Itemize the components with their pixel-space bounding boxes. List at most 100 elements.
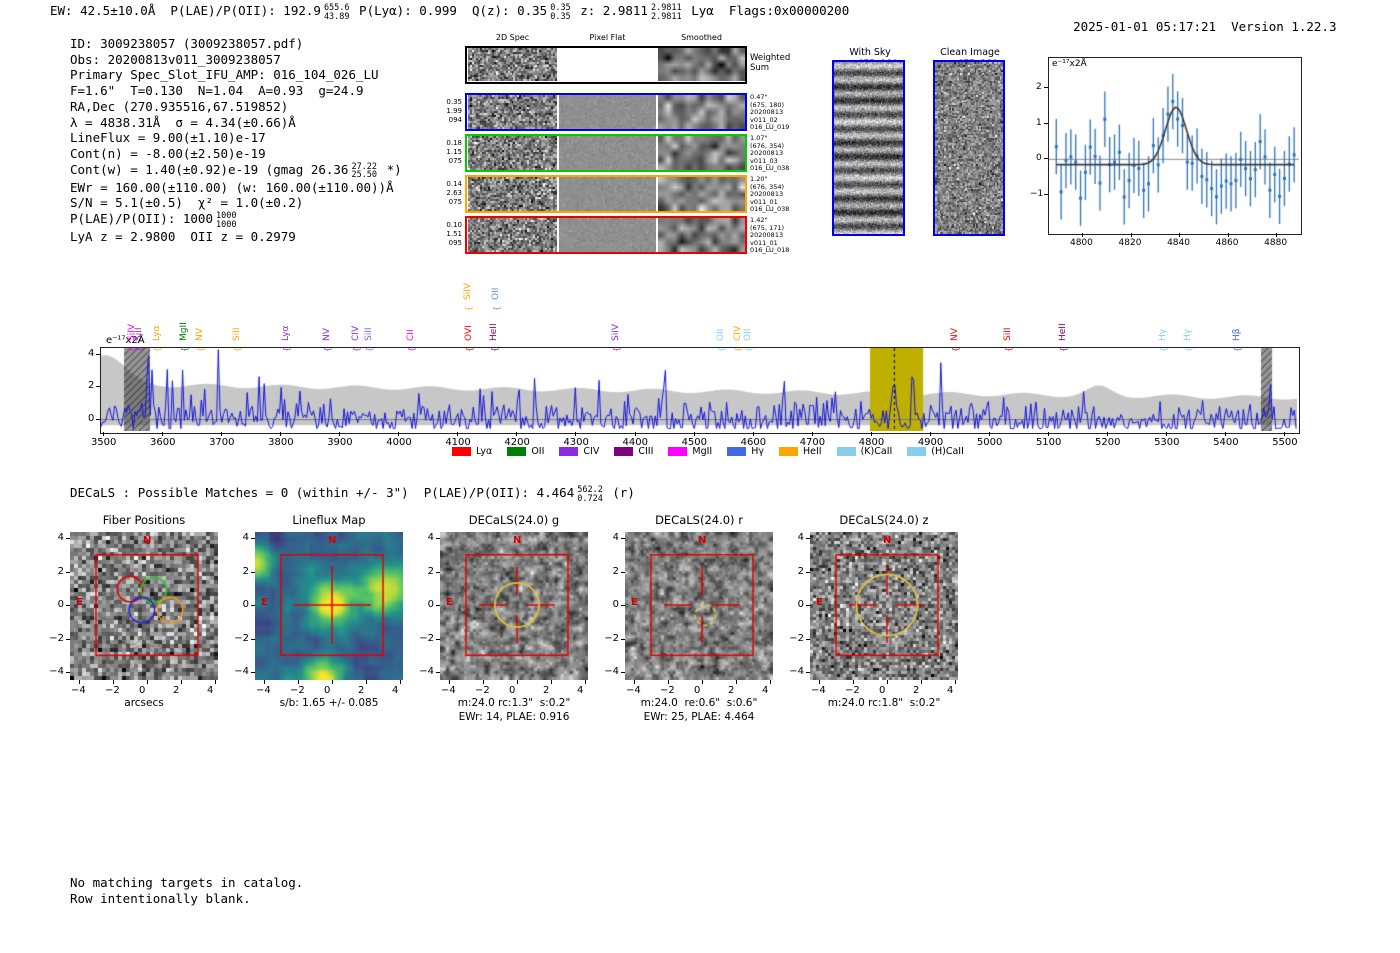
legend-item: (K)CaII [836,446,892,457]
y-tick-mark [251,571,255,573]
y-tick-label: 2 [88,380,95,392]
footer-notes: No matching targets in catalog. Row inten… [70,875,303,906]
footer-line-0: No matching targets in catalog. [70,875,304,890]
info-line-9: EWr = 160.00(±110.00) (w: 160.00(±110.00… [70,180,402,196]
cutout-title: DECaLS(24.0) g [468,513,560,527]
smoothed-image [658,177,745,211]
x-tick-label: 5100 [1035,437,1062,448]
x-tick-label: 4 [392,685,399,696]
text-segment: P(LAE)/P(OII): 1000 [70,211,213,227]
y-tick-mark [251,538,255,539]
cutout-image-0 [70,532,218,680]
info-line-5: λ = 4838.31Å σ = 4.34(±0.66)Å [70,115,402,131]
x-tick-label: 4100 [445,437,471,448]
line-label-Lyα: Lyα [281,325,292,341]
x-tick-label: 4 [207,685,214,696]
text-segment: P(LAE)/P(OII): 192.9 [170,3,321,18]
x-tick-mark [752,432,754,436]
x-tick-label: 4900 [917,437,944,448]
smoothed-image [658,95,745,129]
x-tick-label: 5500 [1272,437,1298,448]
y-tick-label: −1 [1030,188,1044,199]
y-tick-label: 4 [427,532,434,543]
y-tick-label: 0 [427,599,434,610]
y-tick-mark [621,638,625,640]
cutout-sublabel: m:24.0 rc:1.3" s:0.2" [457,697,571,709]
cutout-title: DECaLS(24.0) z [839,513,929,527]
cutout-sublabel: m:24.0 rc:1.8" s:0.2" [827,697,941,709]
legend-label: Hγ [751,446,764,457]
clean-image-frame [933,60,1005,236]
text-segment: EW: 42.5±10.0Å [50,3,171,18]
line-marker-bracket: { [282,346,292,352]
text-segment: LineFlux = 9.00(±1.10)e-17 [70,130,266,146]
smoothed-image [658,136,745,170]
info-line-4: RA,Dec (270.935516,67.519852) [70,99,402,115]
y-tick-mark [806,538,810,539]
line-marker-bracket: { [492,305,502,311]
cutout-title: Fiber Positions [102,513,186,527]
cutout-sublabel: arcsecs [124,697,164,709]
detection-info-block: ID: 3009238057 (3009238057.pdf) Obs: 2020… [70,36,402,245]
legend-swatch [907,447,927,456]
y-tick-mark [621,538,625,539]
linefit-units-label: e⁻¹⁷x2Å [1052,59,1087,69]
x-tick-label: 2 [173,685,180,696]
text-segment: *) [379,161,402,177]
legend-item: CIII [614,446,653,457]
x-tick-label: −4 [71,685,86,696]
report-summary-header: EW: 42.5±10.0Å P(LAE)/P(OII): 192.9 655.6… [50,3,849,21]
line-marker-bracket: { [716,346,726,352]
info-line-3: F=1.6" T=0.130 N=1.04 A=0.93 g=24.9 [70,83,402,99]
line-label-SiII: SiII [1002,327,1013,341]
y-tick-mark [66,605,70,606]
footer-line-1: Row intentionally blank. [70,890,251,906]
pixelflat-image [559,136,656,170]
x-tick-mark [1179,233,1181,237]
cutout-title: DECaLS(24.0) r [655,513,743,527]
line-marker-bracket: { [465,346,475,352]
x-tick-label: 4880 [1264,238,1288,248]
y-tick-label: 4 [612,532,619,543]
x-tick-mark [1284,432,1286,436]
x-tick-mark [483,680,484,684]
line-marker-bracket: { [463,305,473,311]
line-marker-bracket: { [1003,346,1013,352]
line-label-CIV: CIV [351,325,362,341]
withsky-image-frame [832,60,905,236]
legend-swatch [614,447,634,456]
text-segment: DECaLS : Possible Matches = 0 (within +/… [70,485,575,500]
legend-label: Lyα [476,446,493,457]
x-tick-mark [215,680,216,684]
x-tick-label: 4700 [799,437,826,448]
spec2d-row [465,216,747,254]
y-tick-label: 2 [427,565,434,577]
line-label-Hγ: Hγ [1158,328,1169,341]
line-label-Hγ: Hγ [1182,328,1193,341]
spec2d-row-left-labels: 0.18 1.15 075 [446,139,462,165]
info-line-7: Cont(n) = -8.00(±2.50)e-19 [70,146,402,162]
text-segment: LyA z = 2.9800 OII z = 0.2979 [70,229,296,245]
line-marker-bracket: { [323,346,333,352]
line-marker-bracket: { [950,346,960,352]
x-tick-label: 0 [879,685,886,696]
line-marker-bracket: { [1058,346,1068,352]
x-tick-mark [264,680,265,684]
x-tick-mark [585,680,586,684]
y-tick-mark [436,638,440,640]
info-line-8: Cont(w) = 1.40(±0.92)e-19 (gmag 26.36 27.… [70,162,402,180]
y-tick-mark [1044,193,1048,195]
x-tick-label: −2 [660,685,675,696]
x-tick-mark [147,680,148,684]
line-marker-bracket: { [134,346,144,352]
y-tick-label: 0 [1036,153,1042,164]
info-line-10: S/N = 5.1(±0.5) χ² = 1.0(±0.2) [70,195,402,211]
compass-north-label: N [328,535,337,546]
line-label-SiII: SiII [363,327,374,341]
y-tick-label: −2 [604,632,619,644]
x-tick-mark [79,680,80,684]
y-tick-label: 4 [797,532,804,543]
legend-item: MgII [668,446,712,457]
x-tick-label: 5000 [976,437,1003,448]
x-tick-label: 3500 [90,437,117,448]
